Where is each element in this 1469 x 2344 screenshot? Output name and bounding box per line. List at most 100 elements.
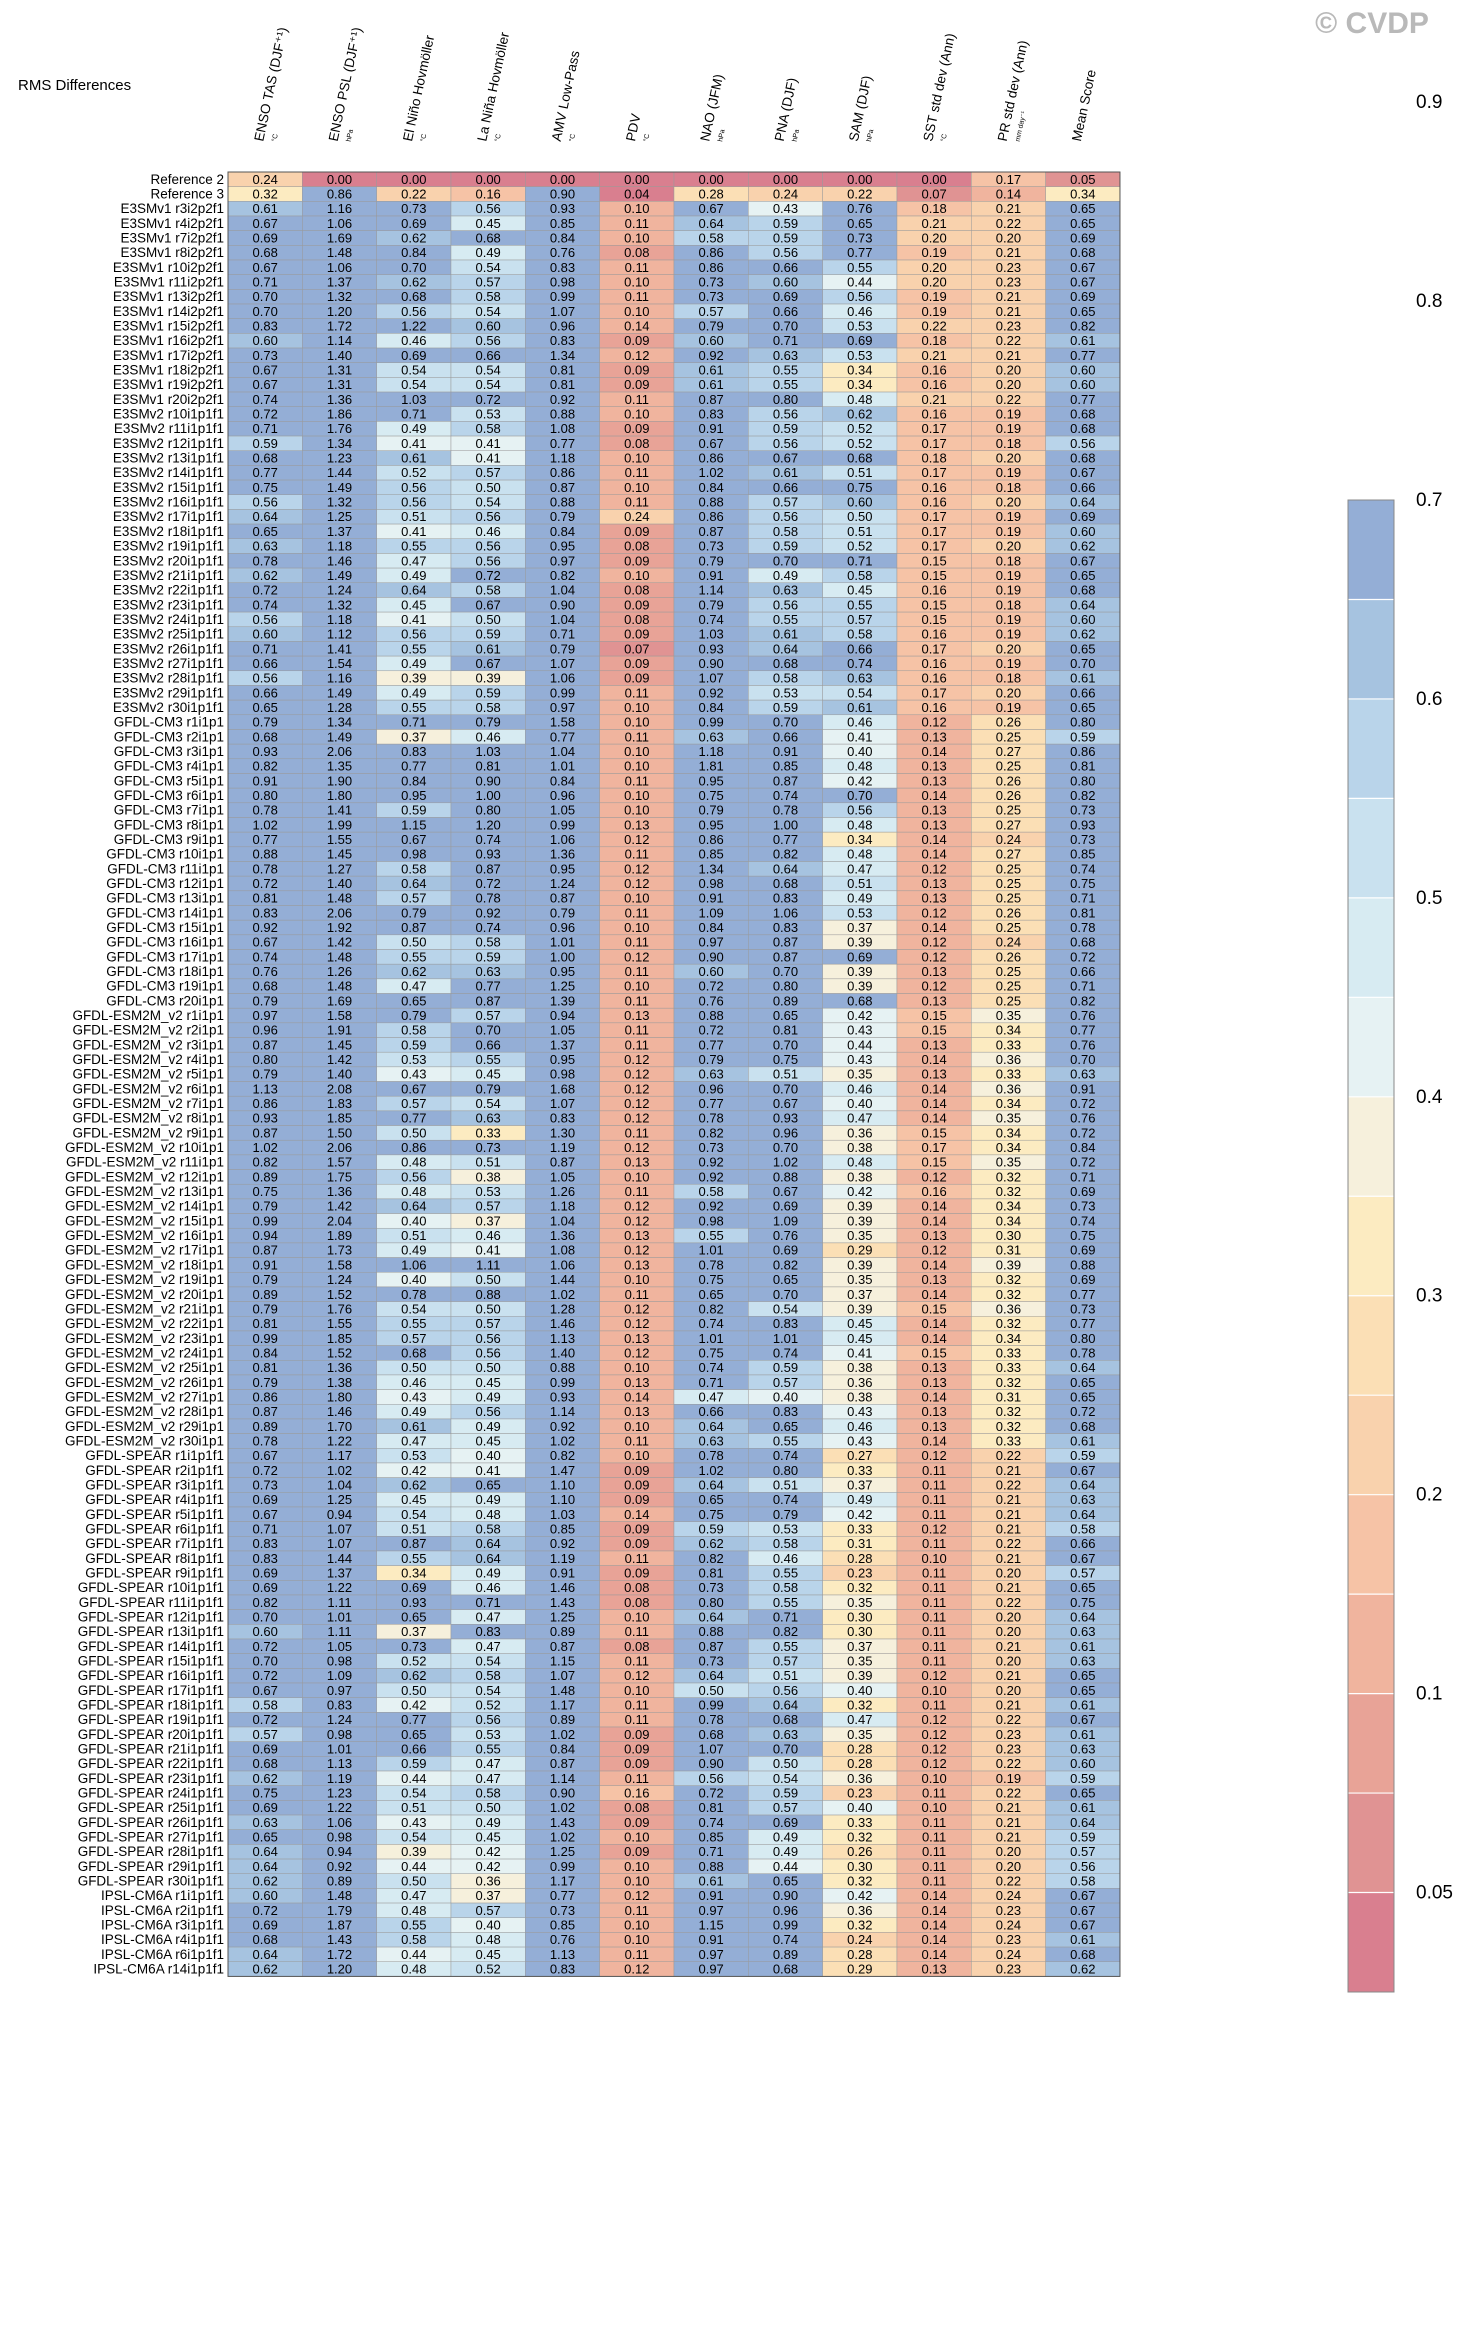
heatmap-cell-value: 0.51 xyxy=(847,465,872,480)
row-label-gfdl-esm2m-v2-r25i1p1: GFDL-ESM2M_v2 r25i1p1 xyxy=(65,1360,224,1375)
heatmap-cell-value: 0.63 xyxy=(1070,1492,1095,1507)
heatmap-cell-value: 0.72 xyxy=(253,1668,278,1683)
heatmap-cell-value: 0.40 xyxy=(773,1389,798,1404)
heatmap-cell-value: 0.19 xyxy=(996,509,1021,524)
heatmap-cell-value: 0.11 xyxy=(625,847,649,862)
heatmap-cell-value: 0.62 xyxy=(1070,539,1095,554)
heatmap-cell-value: 0.51 xyxy=(401,1800,426,1815)
heatmap-cell-value: 0.36 xyxy=(847,1125,872,1140)
heatmap-cell-value: 0.70 xyxy=(773,1140,798,1155)
heatmap-cell-value: 0.59 xyxy=(1070,1771,1095,1786)
heatmap-cell-value: 0.66 xyxy=(475,1037,500,1052)
heatmap-cell-value: 0.87 xyxy=(550,891,575,906)
heatmap-cell-value: 0.33 xyxy=(996,1360,1021,1375)
heatmap-cell-value: 0.88 xyxy=(698,495,723,510)
heatmap-cell-value: 0.32 xyxy=(996,1419,1021,1434)
heatmap-cell-value: 0.61 xyxy=(1070,1639,1095,1654)
heatmap-cell-value: 0.82 xyxy=(253,759,278,774)
heatmap-cell-value: 0.41 xyxy=(475,1243,500,1258)
heatmap-cell-value: 1.22 xyxy=(327,1580,352,1595)
heatmap-cell-value: 0.67 xyxy=(773,451,798,466)
row-label-e3smv1-r7i2p2f1: E3SMv1 r7i2p2f1 xyxy=(120,231,224,246)
heatmap-cell-value: 0.69 xyxy=(773,1199,798,1214)
heatmap-cell-value: 0.71 xyxy=(253,1521,278,1536)
heatmap-cell-value: 0.65 xyxy=(773,1272,798,1287)
heatmap-cell-value: 0.11 xyxy=(625,905,649,920)
heatmap-cell-value: 1.08 xyxy=(550,421,575,436)
heatmap-cell-value: 0.11 xyxy=(922,1654,946,1669)
heatmap-cell-value: 0.11 xyxy=(625,392,649,407)
heatmap-cell-value: 0.90 xyxy=(550,187,575,202)
heatmap-cell-value: 0.98 xyxy=(327,1654,352,1669)
heatmap-cell-value: 0.50 xyxy=(475,1272,500,1287)
heatmap-cell-value: 1.03 xyxy=(475,744,500,759)
heatmap-cell-value: 0.71 xyxy=(1070,1169,1095,1184)
heatmap-cell-value: 0.91 xyxy=(698,1888,723,1903)
heatmap-cell-value: 1.37 xyxy=(327,275,352,290)
heatmap-cell-value: 0.46 xyxy=(847,715,872,730)
heatmap-cell-value: 0.34 xyxy=(996,1140,1021,1155)
row-label-e3smv2-r19i1p1f1: E3SMv2 r19i1p1f1 xyxy=(113,539,224,554)
heatmap-cell-value: 0.60 xyxy=(253,1624,278,1639)
heatmap-cell-value: 0.50 xyxy=(847,509,872,524)
heatmap-cell-value: 0.30 xyxy=(847,1624,872,1639)
heatmap-cell-value: 0.86 xyxy=(698,832,723,847)
heatmap-cell-value: 0.63 xyxy=(1070,1624,1095,1639)
heatmap-cell-value: 0.56 xyxy=(847,803,872,818)
heatmap-cell-value: 2.06 xyxy=(327,1140,352,1155)
row-label-gfdl-esm2m-v2-r6i1p1: GFDL-ESM2M_v2 r6i1p1 xyxy=(72,1081,224,1096)
heatmap-cell-value: 0.53 xyxy=(401,1052,426,1067)
column-unit-5: °C xyxy=(568,133,577,142)
heatmap-cell-value: 0.74 xyxy=(773,1932,798,1947)
heatmap-cell-value: 0.29 xyxy=(847,1962,872,1977)
heatmap-cell-value: 0.37 xyxy=(847,920,872,935)
heatmap-cell-value: 0.64 xyxy=(698,1477,723,1492)
row-label-gfdl-esm2m-v2-r11i1p1: GFDL-ESM2M_v2 r11i1p1 xyxy=(66,1155,224,1170)
heatmap-cell-value: 0.31 xyxy=(996,1243,1021,1258)
heatmap-cell-value: 1.06 xyxy=(327,216,352,231)
heatmap-cell-value: 0.54 xyxy=(475,1654,500,1669)
heatmap-cell-value: 0.47 xyxy=(475,1609,500,1624)
heatmap-cell-value: 0.24 xyxy=(624,509,649,524)
heatmap-cell-value: 0.23 xyxy=(996,1742,1021,1757)
heatmap-cell-value: 0.11 xyxy=(922,1492,946,1507)
heatmap-cell-value: 0.54 xyxy=(401,1786,426,1801)
heatmap-cell-value: 0.65 xyxy=(1070,201,1095,216)
heatmap-cell-value: 1.31 xyxy=(327,363,352,378)
heatmap-cell-value: 0.10 xyxy=(624,803,649,818)
heatmap-cell-value: 0.94 xyxy=(327,1507,352,1522)
heatmap-cell-value: 0.49 xyxy=(475,1815,500,1830)
heatmap-cell-value: 0.22 xyxy=(996,1448,1021,1463)
heatmap-cell-value: 0.56 xyxy=(475,539,500,554)
heatmap-cell-value: 1.18 xyxy=(327,612,352,627)
heatmap-cell-value: 0.87 xyxy=(550,1639,575,1654)
heatmap-cell-value: 1.04 xyxy=(550,1213,575,1228)
heatmap-cell-value: 0.48 xyxy=(475,1507,500,1522)
heatmap-cell-value: 0.75 xyxy=(698,1507,723,1522)
heatmap-cell-value: 0.82 xyxy=(698,1301,723,1316)
heatmap-cell-value: 0.67 xyxy=(1070,1712,1095,1727)
heatmap-cell-value: 0.16 xyxy=(921,1184,946,1199)
heatmap-cell-value: 0.11 xyxy=(625,289,649,304)
heatmap-cell-value: 0.85 xyxy=(1070,847,1095,862)
heatmap-cell-value: 0.11 xyxy=(922,1565,946,1580)
heatmap-cell-value: 0.11 xyxy=(922,1536,946,1551)
heatmap-cell-value: 0.83 xyxy=(550,1962,575,1977)
heatmap-cell-value: 0.16 xyxy=(475,187,500,202)
heatmap-cell-value: 0.79 xyxy=(550,905,575,920)
heatmap-cell-value: 0.93 xyxy=(253,744,278,759)
heatmap-cell-value: 1.40 xyxy=(327,1067,352,1082)
heatmap-cell-value: 0.82 xyxy=(773,1624,798,1639)
heatmap-cell-value: 1.37 xyxy=(550,1037,575,1052)
heatmap-cell-value: 0.71 xyxy=(847,553,872,568)
heatmap-cell-value: 0.58 xyxy=(253,1698,278,1713)
heatmap-cell-value: 0.60 xyxy=(698,964,723,979)
heatmap-cell-value: 0.35 xyxy=(847,1067,872,1082)
heatmap-cell-value: 0.55 xyxy=(401,1918,426,1933)
heatmap-cell-value: 0.64 xyxy=(698,1419,723,1434)
heatmap-cell-value: 0.65 xyxy=(1070,641,1095,656)
heatmap-cell-value: 0.89 xyxy=(253,1169,278,1184)
heatmap-cell-value: 0.69 xyxy=(773,1815,798,1830)
heatmap-cell-value: 0.57 xyxy=(773,1375,798,1390)
heatmap-cell-value: 0.54 xyxy=(401,377,426,392)
